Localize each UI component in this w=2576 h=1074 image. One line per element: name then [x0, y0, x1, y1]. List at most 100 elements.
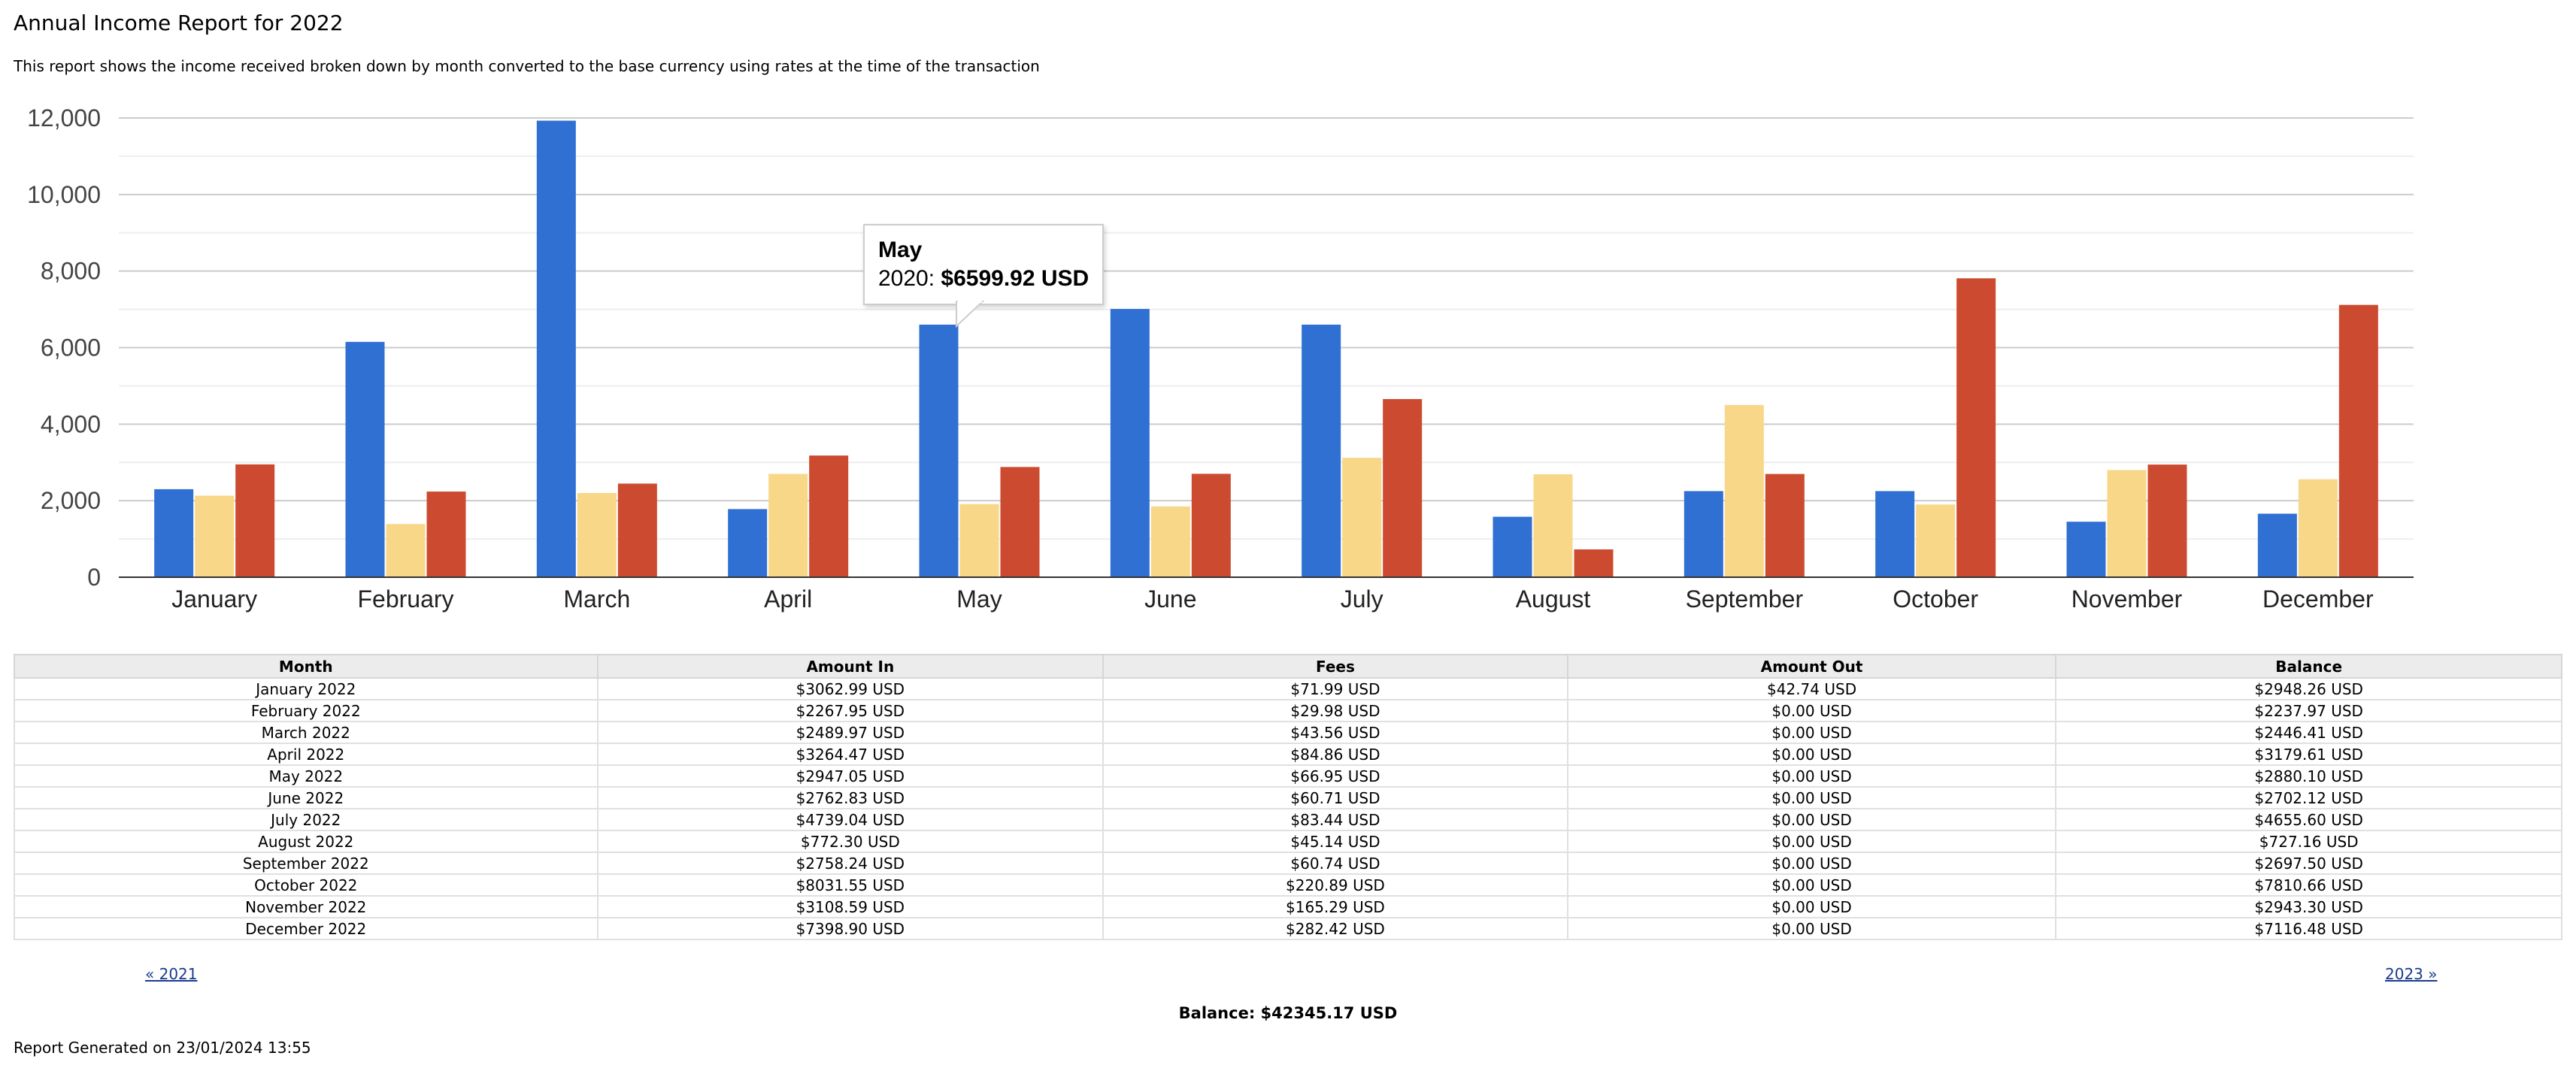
bar-2020-july[interactable]	[1302, 324, 1341, 577]
table-cell: July 2022	[14, 808, 599, 831]
bar-2020-october[interactable]	[1875, 491, 1915, 577]
table-cell: $2762.83 USD	[596, 786, 1105, 809]
bar-2022-july[interactable]	[1383, 398, 1423, 577]
table-cell: $7116.48 USD	[2055, 917, 2562, 940]
table-cell: $2948.26 USD	[2055, 677, 2562, 700]
table-row: June 2022 $2762.83 USD $60.71 USD $0.00 USD…	[14, 786, 2562, 809]
bars	[154, 120, 2378, 578]
table-cell: $727.16 USD	[2055, 830, 2562, 853]
tooltip-series-label: 2020:	[878, 266, 935, 291]
table-cell: $84.86 USD	[1102, 743, 1568, 766]
bar-2021-february[interactable]	[386, 524, 426, 577]
table-cell: $8031.55 USD	[596, 873, 1105, 897]
table-cell: $29.98 USD	[1102, 699, 1568, 722]
y-tick-label: 6,000	[41, 334, 101, 362]
table-cell: $3108.59 USD	[596, 895, 1105, 918]
table-cell: January 2022	[14, 677, 599, 700]
table-row: December 2022 $7398.90 USD $282.42 USD $0.0…	[14, 917, 2562, 940]
bar-2021-april[interactable]	[768, 473, 808, 577]
x-tick-label: July	[1341, 585, 1383, 613]
bar-2022-june[interactable]	[1191, 473, 1231, 577]
table-cell: $772.30 USD	[596, 830, 1105, 853]
table-cell: November 2022	[14, 895, 599, 918]
tooltip-pointer	[956, 301, 985, 328]
bar-2021-june[interactable]	[1150, 506, 1190, 577]
table-cell: $220.89 USD	[1102, 873, 1568, 897]
table-cell: August 2022	[14, 830, 599, 853]
bar-2022-october[interactable]	[1956, 278, 1996, 577]
table-row: April 2022 $3264.47 USD $84.86 USD $0.00 US…	[14, 743, 2562, 766]
bar-2021-september[interactable]	[1724, 404, 1764, 577]
bar-2022-march[interactable]	[617, 483, 657, 577]
table-row: November 2022 $3108.59 USD $165.29 USD $0.0…	[14, 895, 2562, 918]
table-cell: September 2022	[14, 852, 599, 875]
bar-2021-october[interactable]	[1916, 504, 1956, 577]
bar-2022-august[interactable]	[1574, 549, 1614, 577]
bar-2020-september[interactable]	[1683, 491, 1723, 577]
bar-2021-november[interactable]	[2107, 470, 2147, 577]
bar-2022-january[interactable]	[235, 464, 275, 577]
table-cell: $0.00 USD	[1566, 830, 2057, 853]
table-cell: $3062.99 USD	[596, 677, 1105, 700]
table-row: August 2022 $772.30 USD $45.14 USD $0.00 US…	[14, 830, 2562, 853]
x-tick-label: August	[1516, 585, 1591, 613]
y-tick-label: 10,000	[27, 181, 101, 208]
next-year-link[interactable]: 2023 »	[2385, 965, 2438, 983]
x-tick-label: December	[2262, 585, 2374, 613]
bar-2021-august[interactable]	[1533, 474, 1573, 577]
bar-2020-may[interactable]	[919, 324, 959, 577]
bar-2020-april[interactable]	[728, 509, 768, 577]
table-cell: $7398.90 USD	[596, 917, 1105, 940]
table-cell: $0.00 USD	[1566, 699, 2057, 722]
table-cell: $0.00 USD	[1566, 873, 2057, 897]
bar-2022-february[interactable]	[426, 492, 466, 577]
table-body: January 2022 $3062.99 USD $71.99 USD $42.74…	[14, 677, 2562, 940]
table-cell: $43.56 USD	[1102, 721, 1568, 744]
column-header: Amount Out	[1566, 654, 2057, 679]
total-balance: Balance: $42345.17 USD	[1178, 1004, 1398, 1022]
bar-2021-july[interactable]	[1342, 458, 1382, 577]
bar-2020-june[interactable]	[1110, 309, 1150, 577]
column-header: Month	[14, 654, 599, 679]
x-axis-ticks: January February March April May June July Augu…	[171, 585, 2374, 613]
table-cell: $2947.05 USD	[596, 764, 1105, 788]
bar-2022-december[interactable]	[2338, 304, 2378, 577]
x-tick-label: May	[956, 585, 1002, 613]
report-description: This report shows the income received br…	[14, 57, 1040, 75]
table-cell: June 2022	[14, 786, 599, 809]
x-tick-label: June	[1144, 585, 1196, 613]
x-tick-label: November	[2071, 585, 2183, 613]
previous-year-link[interactable]: « 2021	[145, 965, 198, 983]
bar-2022-november[interactable]	[2147, 464, 2187, 577]
bar-2020-august[interactable]	[1493, 516, 1532, 577]
table-cell: $0.00 USD	[1566, 808, 2057, 831]
table-cell: $2943.30 USD	[2055, 895, 2562, 918]
gridlines	[119, 117, 2414, 540]
bar-2021-december[interactable]	[2298, 479, 2338, 577]
bar-2020-december[interactable]	[2257, 513, 2297, 577]
bar-2020-november[interactable]	[2066, 522, 2106, 577]
table-cell: $0.00 USD	[1566, 764, 2057, 788]
table-cell: $45.14 USD	[1102, 830, 1568, 853]
bar-2021-march[interactable]	[577, 492, 617, 577]
bar-2022-may[interactable]	[1000, 467, 1040, 577]
bar-2022-september[interactable]	[1765, 473, 1805, 577]
bar-2020-march[interactable]	[536, 120, 576, 578]
bar-2022-april[interactable]	[809, 455, 849, 577]
bar-2021-january[interactable]	[195, 495, 235, 577]
chart-tooltip: May 2020: $6599.92 USD	[863, 224, 1104, 305]
table-cell: October 2022	[14, 873, 599, 897]
bar-2021-may[interactable]	[959, 504, 999, 577]
tooltip-value: $6599.92 USD	[941, 266, 1089, 291]
table-cell: $3179.61 USD	[2055, 743, 2562, 766]
table-row: March 2022 $2489.97 USD $43.56 USD $0.00 US…	[14, 721, 2562, 744]
bar-2020-february[interactable]	[345, 341, 385, 577]
bar-2020-january[interactable]	[154, 489, 194, 577]
table-cell: $0.00 USD	[1566, 743, 2057, 766]
table-cell: $2697.50 USD	[2055, 852, 2562, 875]
table-row: October 2022 $8031.55 USD $220.89 USD $0.00…	[14, 873, 2562, 897]
table-cell: $2880.10 USD	[2055, 764, 2562, 788]
report-generated-timestamp: Report Generated on 23/01/2024 13:55	[14, 1039, 311, 1057]
table-cell: $4655.60 USD	[2055, 808, 2562, 831]
y-axis-ticks: 0 2,000 4,000 6,000 8,000 10,000 12,000	[27, 104, 101, 591]
